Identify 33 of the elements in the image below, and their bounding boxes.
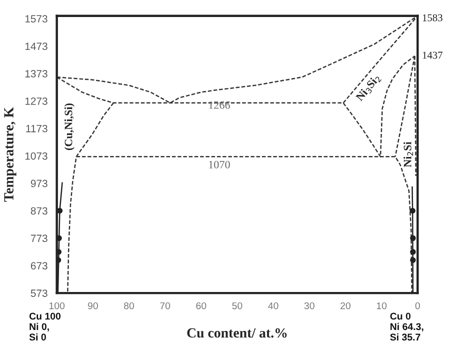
- x-tick-label: 30: [304, 302, 314, 310]
- y-tick-label: 1473: [25, 42, 48, 50]
- x-tick-label: 50: [232, 302, 242, 310]
- y-tick-label: 573: [30, 290, 48, 297]
- x-tick-label: 0: [415, 302, 420, 310]
- y-tick-label: 1573: [25, 15, 48, 23]
- x-tick-label: 20: [340, 302, 350, 310]
- y-tick-label: 673: [30, 262, 48, 270]
- x-tick-label: 60: [196, 302, 206, 310]
- y-tick-label: 973: [30, 180, 48, 188]
- annotation: Ni$_{3}$Si$_{2}$: [355, 74, 382, 103]
- annotation: Ni$_{2}$Si: [404, 142, 414, 168]
- x-tick-label: 70: [160, 302, 170, 310]
- x-tick-label: 90: [88, 302, 98, 310]
- annotation: 1266: [209, 101, 230, 109]
- y-tick-label: 773: [30, 234, 48, 242]
- x-axis-title: Cu content/ at.%: [187, 328, 287, 338]
- annotation: (Cu,Ni,Si): [64, 103, 74, 150]
- y-tick-label: 1073: [25, 152, 48, 160]
- y-tick-label: 873: [30, 207, 48, 215]
- annotation: 1070: [209, 160, 230, 168]
- x-tick-label: 10: [376, 302, 387, 310]
- y-tick-label: 1173: [26, 124, 48, 132]
- x-tick-label: 100: [49, 302, 65, 310]
- y-tick-label: 1373: [25, 70, 48, 78]
- x-tick-label: 40: [268, 302, 278, 310]
- text: Cu 100 Ni 0, Si 0: [29, 312, 61, 341]
- text: 1583: [422, 14, 442, 22]
- x-tick-label: 80: [124, 302, 134, 310]
- text: 1437: [422, 52, 442, 59]
- text: Cu 0 Ni 64.3, Si 35.7: [390, 312, 424, 341]
- y-axis-title: Temperature, K: [4, 107, 16, 202]
- y-tick-label: 1273: [25, 97, 48, 105]
